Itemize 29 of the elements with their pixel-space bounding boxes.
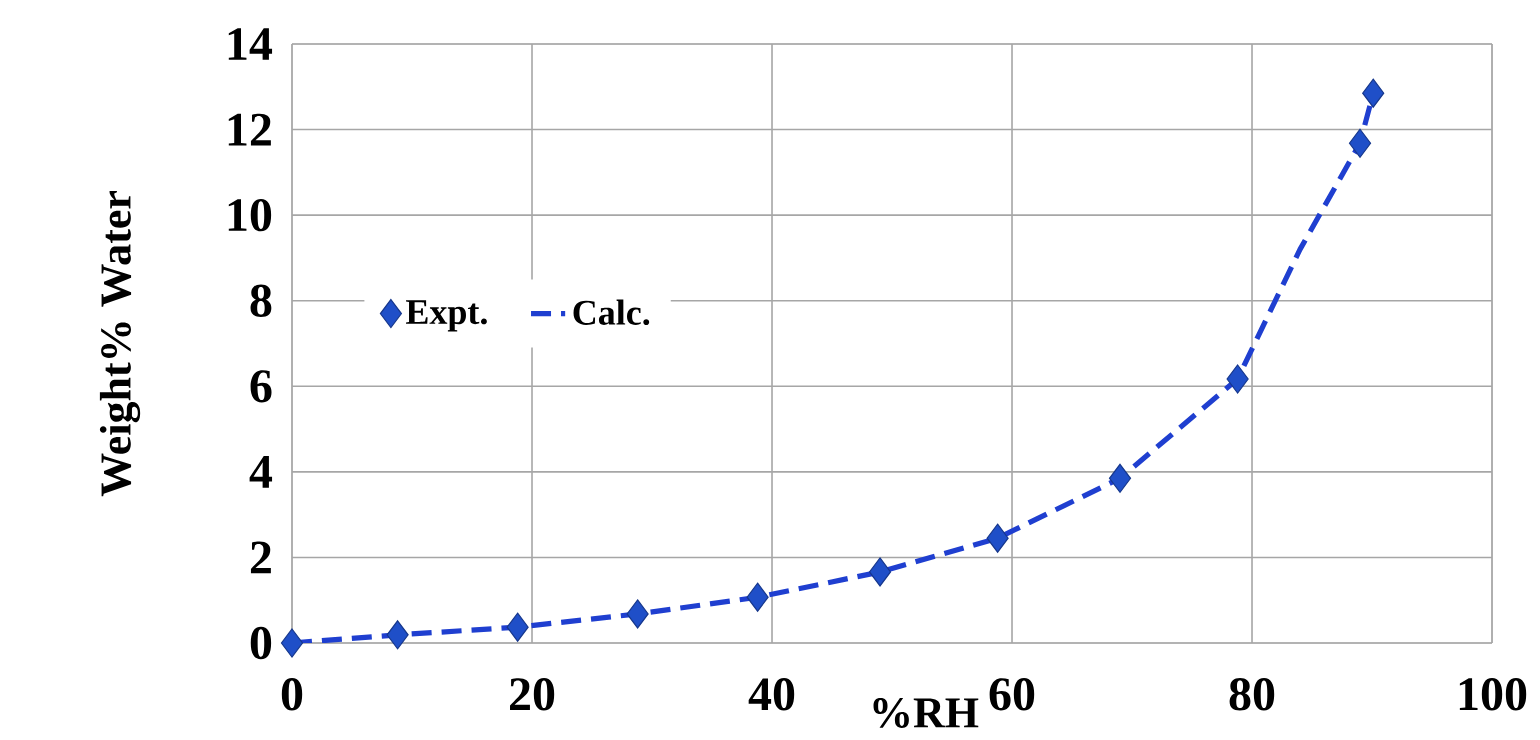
- point: [506, 612, 529, 642]
- y-tick-label: 14: [228, 28, 273, 60]
- point: [626, 599, 649, 629]
- point: [746, 582, 769, 612]
- y-tick-label: 8: [250, 284, 272, 317]
- point: [1362, 78, 1385, 108]
- point: [1108, 463, 1132, 493]
- point: [1226, 364, 1249, 394]
- legend-label: Expt.: [406, 300, 487, 332]
- x-tick-label: 40: [748, 678, 795, 711]
- x-tick-label: 0: [281, 678, 303, 711]
- x-tick-label: 20: [510, 678, 555, 711]
- x-tick-label: 80: [1229, 678, 1275, 711]
- y-tick-label: 6: [250, 370, 272, 403]
- point: [986, 523, 1009, 553]
- y-tick-label: 2: [250, 541, 271, 574]
- y-axis-title: Weight% Water: [99, 191, 141, 497]
- y-tick-label: 12: [228, 113, 271, 146]
- y-tick-label: 10: [228, 198, 272, 232]
- y-tick-label: 4: [249, 456, 273, 488]
- point: [280, 628, 304, 658]
- y-tick-label: 0: [250, 626, 272, 660]
- point: [868, 557, 892, 587]
- x-tick-label: 60: [989, 678, 1035, 711]
- point: [1348, 128, 1372, 158]
- legend-label: Calc.: [573, 299, 650, 326]
- point: [386, 620, 409, 650]
- x-axis-title: %RH: [873, 698, 979, 728]
- x-tick-label: 100: [1459, 678, 1527, 711]
